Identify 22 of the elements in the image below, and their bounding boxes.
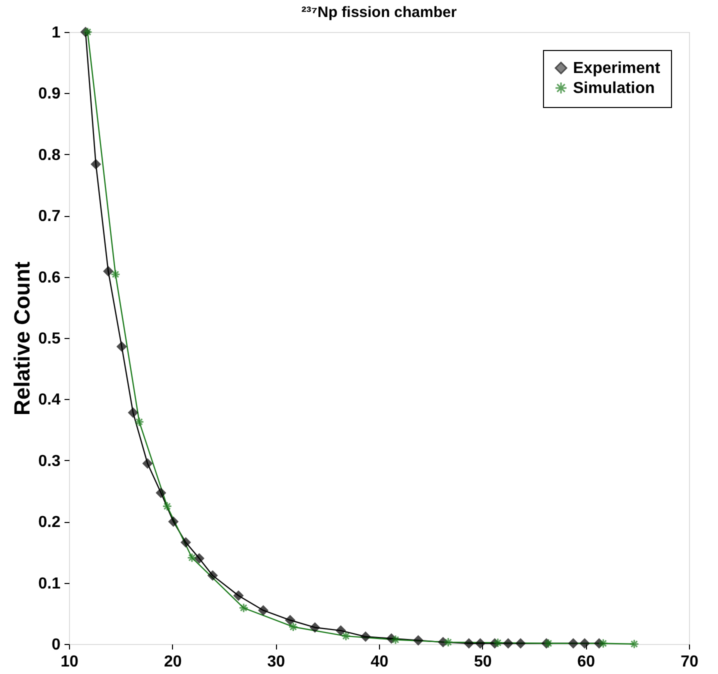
y-tick-label: 0.6 — [38, 269, 61, 286]
y-tick-label: 0 — [52, 636, 61, 654]
x-tick-label: 60 — [577, 654, 596, 670]
x-tick-label: 70 — [680, 654, 698, 670]
y-tick-label: 0.8 — [38, 146, 61, 164]
x-tick-label: 30 — [267, 654, 286, 670]
y-tick-label: 0.5 — [38, 330, 61, 348]
y-tick-label: 0.2 — [38, 514, 61, 532]
y-tick-label: 0.9 — [38, 86, 61, 103]
y-tick-label: 0.1 — [38, 575, 61, 592]
x-tick-label: 10 — [60, 654, 78, 670]
legend-label: Experiment — [573, 60, 661, 77]
y-tick-label: 0.7 — [38, 208, 61, 226]
x-tick-label: 20 — [164, 654, 182, 670]
x-tick-label: 50 — [474, 654, 492, 670]
y-axis-title: Relative Count — [9, 260, 34, 416]
chart-title: ²³⁷Np fission chamber — [301, 4, 457, 21]
y-tick-label: 0.3 — [38, 452, 61, 470]
y-tick-label: 0.4 — [38, 392, 61, 409]
y-tick-label: 1 — [52, 24, 61, 42]
legend-label: Simulation — [573, 80, 655, 97]
x-tick-label: 40 — [370, 654, 388, 670]
